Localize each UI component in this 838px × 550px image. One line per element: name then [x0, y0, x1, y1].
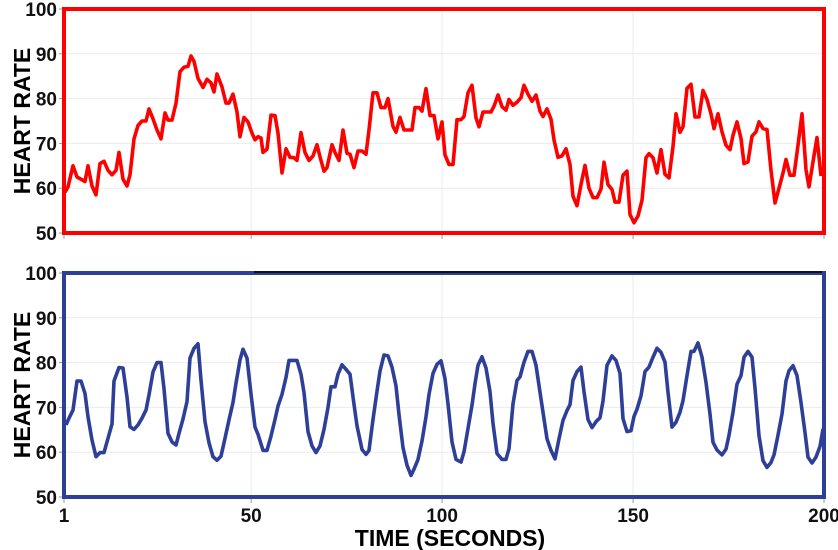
y-tick-label: 80	[36, 90, 57, 111]
y-tick-label: 60	[36, 443, 57, 464]
x-tick-label: 100	[426, 506, 458, 527]
y-tick-label: 100	[25, 264, 57, 285]
x-axis-title: TIME (SECONDS)	[355, 525, 545, 550]
x-tick-label: 1	[59, 506, 70, 527]
top-chart-panel: 50 60 70 80 90 100 HEART RATE	[9, 0, 826, 245]
y-tick-label: 50	[36, 224, 57, 245]
top-axis-ticks: 50 60 70 80 90 100	[25, 0, 825, 245]
y-tick-label: 80	[36, 354, 57, 375]
y-tick-label: 70	[36, 134, 57, 155]
top-heart-rate-line	[63, 54, 823, 225]
x-tick-label: 50	[241, 506, 262, 527]
y-tick-label: 90	[36, 309, 57, 330]
x-tick-label: 200	[808, 506, 838, 527]
y-tick-label: 50	[36, 488, 57, 509]
y-tick-label: 90	[36, 45, 57, 66]
y-tick-label: 100	[25, 0, 57, 21]
bottom-y-axis-title: HEART RATE	[9, 312, 35, 459]
top-gridlines	[64, 9, 824, 233]
y-tick-label: 60	[36, 179, 57, 200]
y-tick-label: 70	[36, 398, 57, 419]
top-y-axis-title: HEART RATE	[9, 48, 35, 195]
bottom-heart-rate-line	[64, 341, 825, 478]
x-tick-label: 150	[617, 506, 649, 527]
top-plot-frame	[62, 7, 826, 235]
